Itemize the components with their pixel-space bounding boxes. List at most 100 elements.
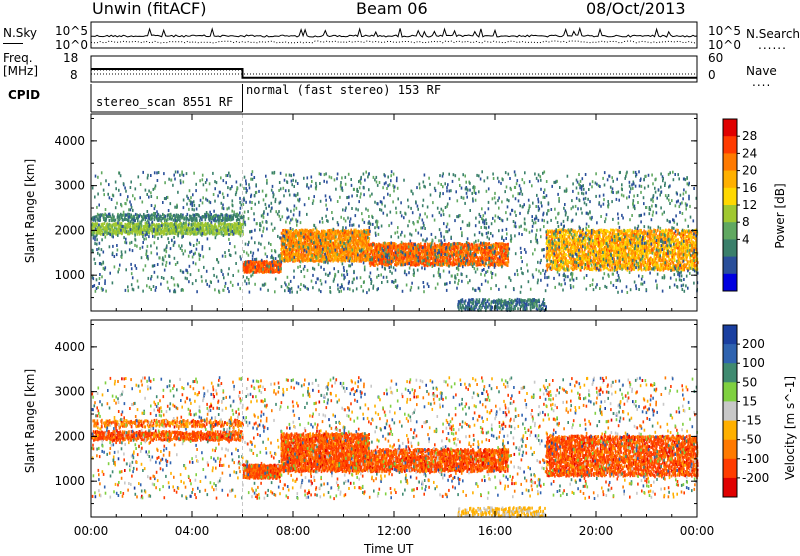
power-data-cell [369, 233, 371, 236]
power-data-cell [178, 218, 180, 221]
power-data-cell [574, 237, 576, 240]
power-data-cell [180, 213, 182, 216]
power-data-cell [99, 229, 101, 232]
power-data-cell [141, 215, 143, 218]
power-data-cell [478, 257, 480, 260]
power-data-cell [136, 233, 138, 236]
power-data-cell [127, 213, 129, 216]
power-data-cell [575, 230, 577, 233]
power-data-cell [216, 219, 218, 222]
power-data-cell [283, 247, 285, 250]
power-data-cell [591, 240, 593, 243]
power-data-cell [570, 242, 572, 245]
power-data-cell [303, 254, 305, 257]
power-data-cell [224, 222, 226, 225]
power-data-cell [351, 229, 353, 232]
power-data-cell [585, 239, 587, 242]
power-data-cell [199, 219, 201, 222]
power-data-cell [287, 257, 289, 260]
power-data-cell [357, 249, 359, 252]
power-data-cell [590, 256, 592, 259]
power-data-cell [573, 250, 575, 253]
power-data-cell [182, 229, 184, 232]
power-data-cell [490, 254, 492, 257]
power-data-cell [203, 216, 205, 219]
power-data-cell [214, 233, 216, 236]
power-data-cell [370, 264, 372, 267]
power-data-cell [592, 246, 594, 249]
power-data-cell [233, 217, 235, 220]
power-data-cell [135, 213, 137, 216]
power-data-cell [167, 218, 169, 221]
power-data-cell [178, 215, 180, 218]
power-data-cell [582, 232, 584, 235]
power-data-cell [216, 226, 218, 229]
power-data-cell [587, 242, 589, 245]
power-data-cell [387, 242, 389, 245]
power-data-cell [369, 237, 371, 240]
power-data-cell [424, 264, 426, 267]
power-data-cell [209, 224, 211, 227]
power-data-cell [551, 264, 553, 267]
power-data-cell [501, 246, 503, 249]
power-data-cell [587, 233, 589, 236]
power-data-cell [555, 268, 557, 271]
power-data-cell [171, 215, 173, 218]
power-data-cell [565, 233, 567, 236]
power-data-cell [100, 233, 102, 236]
power-data-cell [95, 219, 97, 222]
power-data-cell [202, 227, 204, 230]
power-data-cell [102, 223, 104, 226]
power-data-cell [552, 267, 554, 270]
power-data-cell [435, 244, 437, 247]
power-data-cell [368, 240, 370, 243]
power-data-cell [584, 251, 586, 254]
power-data-cell [575, 238, 577, 241]
power-data-cell [470, 248, 472, 251]
power-data-cell [596, 262, 598, 265]
power-data-cell [352, 257, 354, 260]
power-data-cell [436, 244, 438, 247]
power-data-cell [420, 242, 422, 245]
power-data-cell [158, 213, 160, 216]
power-data-cell [600, 268, 602, 271]
power-data-cell [494, 244, 496, 247]
power-data-cell [561, 263, 563, 266]
power-data-cell [206, 214, 208, 217]
power-data-cell [397, 262, 399, 265]
power-data-cell [568, 265, 570, 268]
power-data-cell [130, 225, 132, 228]
power-data-cell [218, 229, 220, 232]
power-data-cell [546, 250, 548, 253]
power-data-cell [592, 268, 594, 271]
power-data-cell [457, 254, 459, 257]
power-data-cell [486, 247, 488, 250]
power-data-cell [406, 243, 408, 246]
power-data-cell [346, 237, 348, 240]
power-data-cell [547, 236, 549, 239]
power-data-cell [599, 236, 601, 239]
power-data-cell [100, 213, 102, 216]
power-data-cell [478, 251, 480, 254]
power-data-cell [561, 250, 563, 253]
power-data-cell [575, 248, 577, 251]
power-data-cell [569, 238, 571, 241]
power-data-cell [221, 232, 223, 235]
power-data-cell [115, 219, 117, 222]
power-data-cell [576, 231, 578, 234]
power-data-cell [113, 219, 115, 222]
power-data-cell [591, 236, 593, 239]
power-data-cell [458, 246, 460, 249]
nsearch-series-line [91, 41, 697, 43]
power-data-cell [339, 233, 341, 236]
power-data-cell [113, 215, 115, 218]
power-data-cell [161, 230, 163, 233]
power-data-cell [564, 263, 566, 266]
power-data-cell [293, 231, 295, 234]
power-data-cell [313, 228, 315, 231]
power-data-cell [109, 219, 111, 222]
power-data-cell [595, 247, 597, 250]
power-data-cell [316, 245, 318, 248]
power-data-cell [508, 260, 510, 263]
power-data-cell [184, 217, 186, 220]
